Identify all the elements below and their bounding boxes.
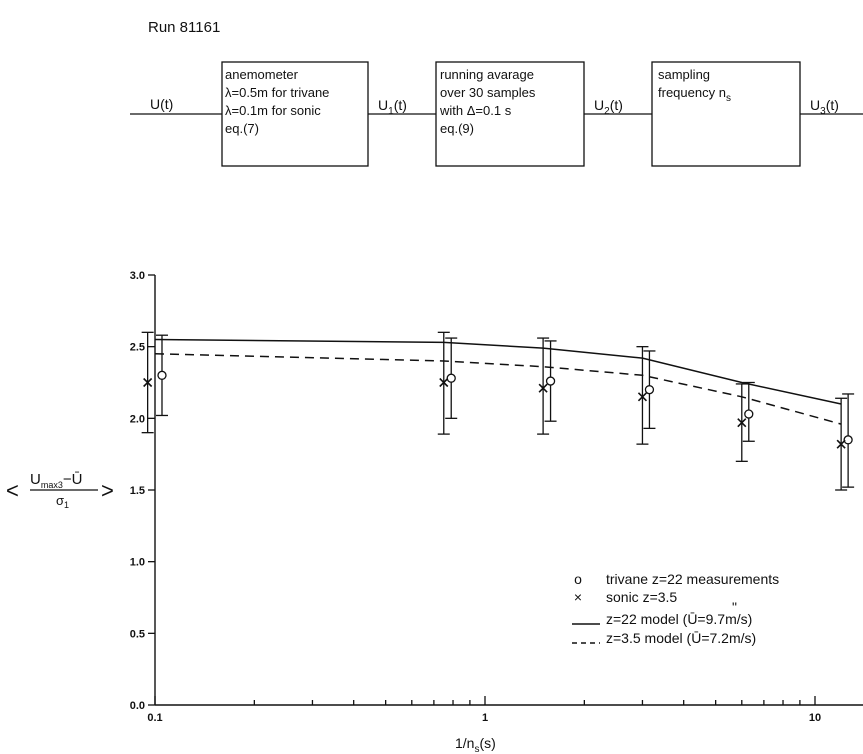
sonic-point <box>143 377 153 388</box>
y-tick-label: 0.5 <box>130 628 145 640</box>
series-2 <box>155 334 855 488</box>
model-line-z22 <box>154 338 842 405</box>
legend-text: z=3.5 model (Ū=7.2m/s) <box>606 630 756 646</box>
sampling-block-text: sampling frequency ns <box>658 67 731 104</box>
sonic-point <box>737 418 747 428</box>
y-tick-label: 1.0 <box>130 557 145 569</box>
axes <box>154 275 863 706</box>
y-tick-label: 1.5 <box>130 485 145 497</box>
block-diagram: U(t) U1(t) U2(t) U3(t) anemometer λ=0.5m… <box>130 61 863 167</box>
sampling-block <box>651 61 801 167</box>
legend-text: trivane z=22 measurements <box>606 571 779 587</box>
block-line: sampling <box>658 67 710 82</box>
block-line: with Δ=0.1 s <box>439 103 512 118</box>
sonic-point <box>439 377 449 388</box>
x-tick-label: 0.1 <box>147 712 162 724</box>
block-line: λ=0.1m for sonic <box>225 103 321 118</box>
series-0 <box>154 338 842 405</box>
y-tick-label: 2.0 <box>130 413 145 425</box>
anemometer-block-text: anemometer λ=0.5m for trivane λ=0.1m for… <box>225 67 329 136</box>
sonic-point <box>637 392 648 402</box>
series-layer <box>141 331 855 491</box>
ylabel-right-bracket: > <box>101 478 114 503</box>
running-average-block <box>435 61 585 167</box>
block-line: anemometer <box>225 67 299 82</box>
legend-ditto-mark: " <box>732 599 737 615</box>
block-line: eq.(7) <box>225 121 259 136</box>
x-axis-label: 1/ns(s) <box>455 735 496 754</box>
trivane-point <box>446 373 456 383</box>
anemometer-block <box>221 61 369 167</box>
y-tick-label: 2.5 <box>130 342 145 354</box>
ticks: 0.0 0.5 1.0 1.5 2.0 2.5 3.0 0.1 1 10 <box>130 270 821 724</box>
trivane-point <box>157 370 167 380</box>
block-line: running avarage <box>440 67 534 82</box>
signal-label-u2: U2(t) <box>594 97 623 117</box>
legend-symbol-marker: × <box>574 589 582 605</box>
sonic-point <box>538 383 548 393</box>
ylabel-left-bracket: < <box>6 478 19 503</box>
block-line: frequency ns <box>658 85 731 104</box>
trivane-point <box>644 385 655 395</box>
trivane-point <box>843 435 853 445</box>
model-line-z3-5 <box>154 353 842 425</box>
series-1 <box>154 353 842 425</box>
signal-label-input: U(t) <box>150 96 173 112</box>
trivane-point <box>545 376 556 386</box>
trivane-point <box>744 409 754 419</box>
chart: 0.0 0.5 1.0 1.5 2.0 2.5 3.0 0.1 1 10 o trivane z=2… <box>6 270 863 754</box>
run-label: Run 81161 <box>148 19 220 36</box>
legend: o trivane z=22 measurements × sonic z=3.5 z=… <box>572 571 779 646</box>
ylabel-denominator: σ1 <box>56 493 69 510</box>
block-line: over 30 samples <box>440 85 536 100</box>
y-axis-label: < Umax3−Ū σ1 > <box>6 471 114 510</box>
ylabel-numerator: Umax3−Ū <box>30 471 82 490</box>
x-tick-label: 10 <box>809 712 821 724</box>
running-average-block-text: running avarage over 30 samples with Δ=0… <box>439 67 536 136</box>
y-tick-label: 3.0 <box>130 270 145 282</box>
x-tick-label: 1 <box>482 712 488 724</box>
y-tick-label: 0.0 <box>130 700 145 712</box>
legend-text: z=22 model (Ū=9.7m/s) <box>606 611 752 627</box>
series-3 <box>141 331 848 491</box>
block-line: eq.(9) <box>440 121 474 136</box>
sonic-point <box>836 439 846 449</box>
legend-symbol-marker: o <box>574 571 582 587</box>
signal-label-u3: U3(t) <box>810 97 839 117</box>
signal-label-u1: U1(t) <box>378 97 407 117</box>
block-line: λ=0.5m for trivane <box>225 85 329 100</box>
legend-text: sonic z=3.5 <box>606 589 677 605</box>
